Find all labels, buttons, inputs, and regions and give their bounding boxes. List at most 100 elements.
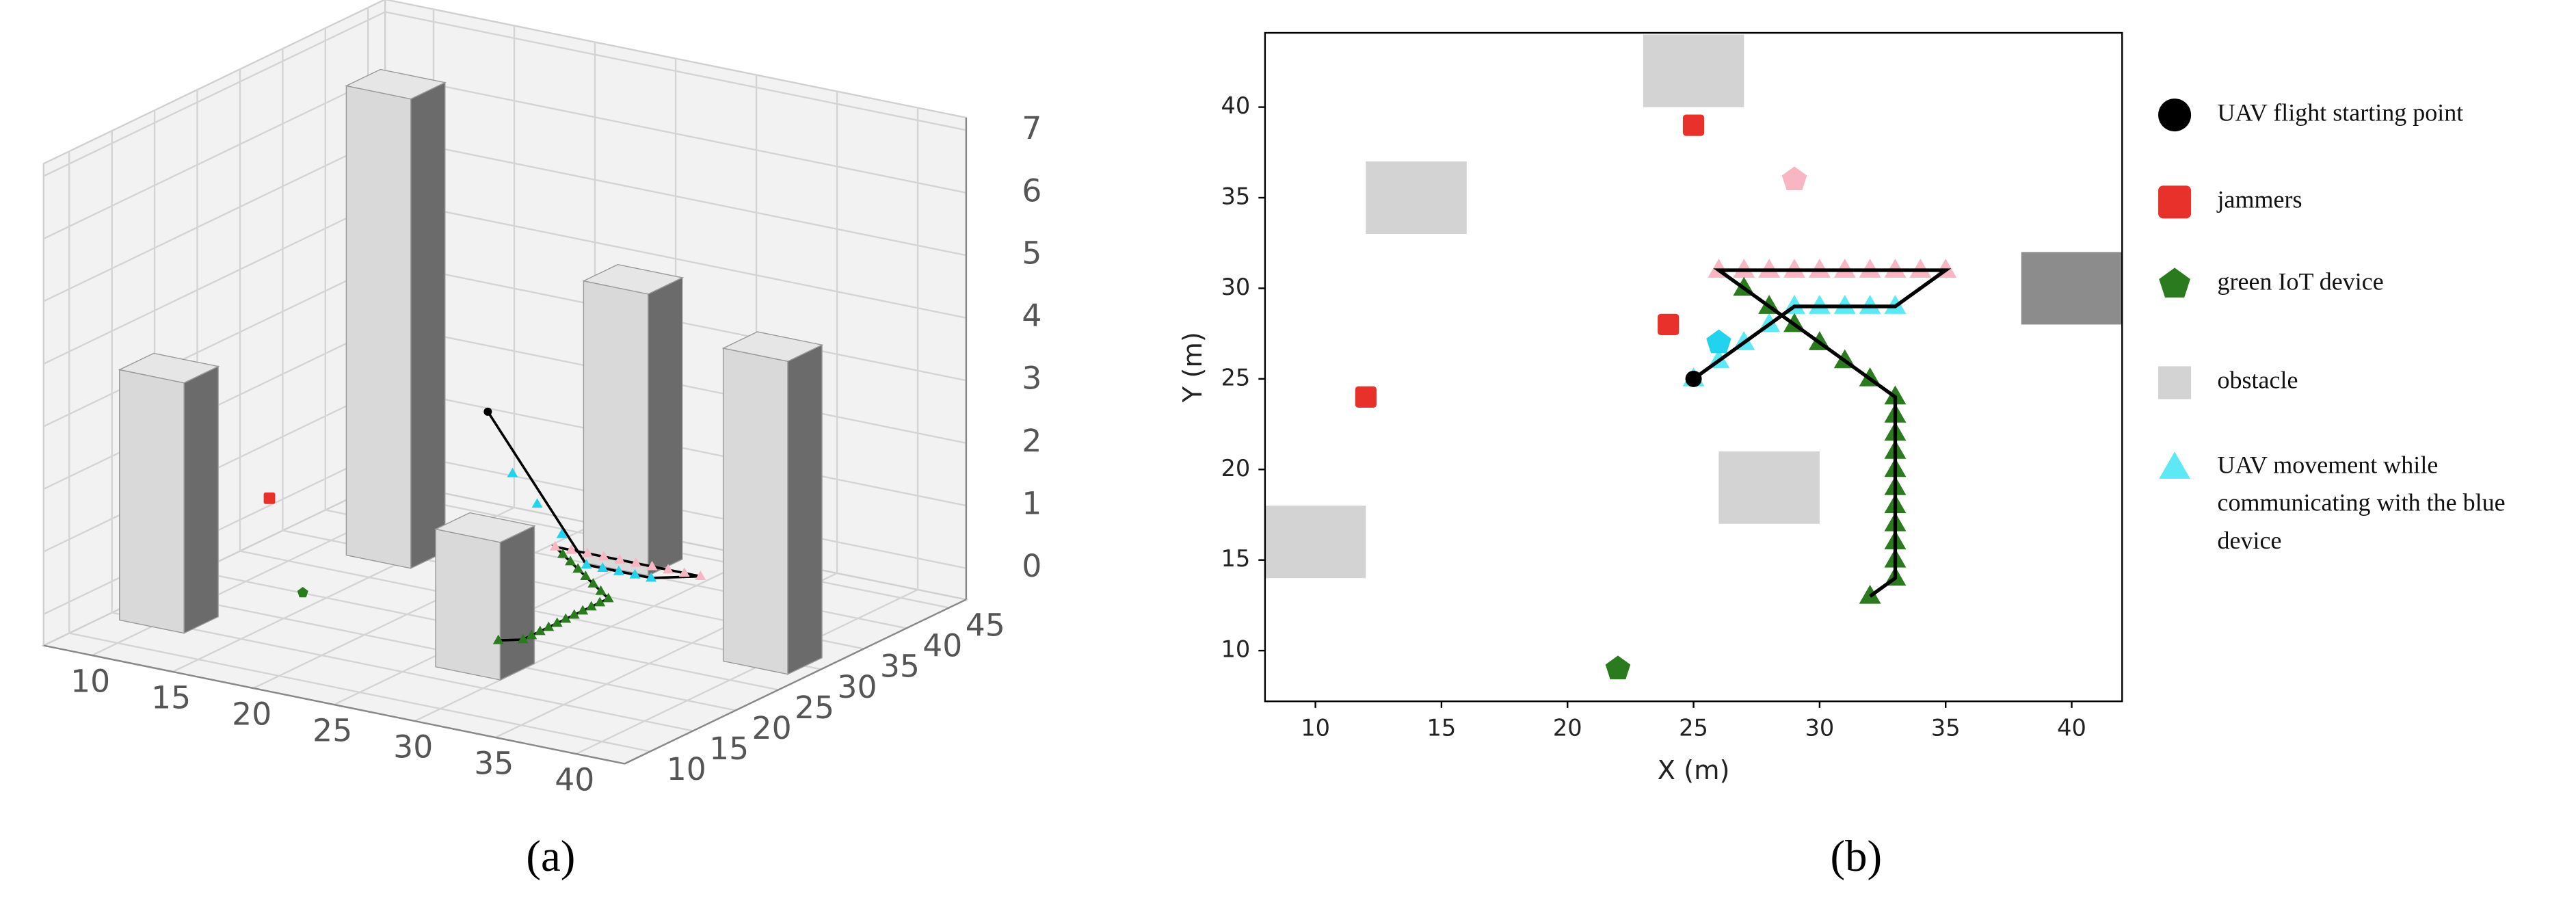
point — [483, 407, 492, 416]
y-tick-label: 25 — [795, 690, 834, 726]
building-front — [345, 85, 412, 569]
y-tick-label: 30 — [837, 669, 877, 705]
point — [1808, 295, 1831, 314]
point — [582, 547, 594, 558]
building-side — [648, 276, 683, 577]
legend-marker — [2159, 267, 2190, 298]
building-top — [582, 263, 685, 295]
point — [646, 572, 657, 582]
x-tick-label: 15 — [1427, 715, 1457, 742]
x-tick-label: 10 — [1301, 715, 1330, 742]
x-tick-label: 25 — [1679, 715, 1708, 742]
legend-label: jammers — [2216, 186, 2302, 213]
grid-line — [43, 261, 386, 428]
grid-line — [111, 612, 693, 732]
y-tick-label: 30 — [1221, 274, 1250, 300]
legend-marker — [2158, 185, 2192, 219]
legend-marker — [2159, 451, 2190, 479]
point — [587, 577, 599, 588]
point — [531, 498, 543, 508]
y-tick-label: 15 — [709, 731, 749, 767]
y-tick-label: 15 — [1221, 545, 1250, 572]
point — [297, 587, 308, 598]
x-tick-label: 25 — [313, 712, 352, 748]
point — [557, 548, 568, 558]
x-tick-label: 10 — [70, 663, 110, 699]
building-side — [499, 525, 535, 681]
obstacle — [2021, 252, 2123, 325]
x-tick-label: 30 — [1805, 715, 1834, 742]
point — [566, 544, 577, 554]
panel-label: (b) — [1830, 832, 1882, 881]
z-tick-label: 6 — [1022, 172, 1041, 209]
point — [556, 528, 568, 538]
point — [543, 621, 555, 631]
x-tick-label: 35 — [474, 745, 514, 781]
point — [572, 563, 584, 573]
x-tick-label: 40 — [2057, 715, 2086, 742]
y-tick-label: 10 — [1221, 636, 1250, 663]
grid-line — [384, 198, 967, 319]
point — [263, 492, 276, 504]
point — [598, 551, 609, 561]
building-top — [118, 352, 220, 384]
z-tick-label: 0 — [1022, 548, 1041, 584]
x-tick-label: 40 — [555, 761, 594, 798]
point — [585, 601, 597, 611]
legend-label: UAV flight starting point — [2218, 99, 2464, 126]
grid-line — [384, 73, 967, 194]
y-tick-label: 40 — [922, 628, 962, 664]
point — [517, 633, 529, 644]
z-tick-label: 3 — [1022, 360, 1041, 397]
x-tick-label: 20 — [1553, 715, 1582, 742]
z-tick-label: 1 — [1022, 486, 1041, 522]
grid-line — [384, 11, 967, 131]
y-axis-label: Y (m) — [1178, 332, 1208, 403]
point — [1833, 295, 1856, 314]
point — [597, 562, 609, 572]
point — [580, 570, 592, 580]
grid-line — [576, 588, 918, 755]
building-front — [583, 280, 649, 577]
point — [492, 634, 504, 644]
z-tick-label: 2 — [1022, 423, 1041, 459]
plot-area — [1264, 33, 2123, 702]
point — [526, 629, 537, 640]
point — [568, 609, 580, 619]
building-front — [119, 369, 185, 634]
z-tick-label: 4 — [1022, 298, 1041, 334]
point — [663, 564, 674, 574]
y-tick-label: 35 — [880, 648, 920, 685]
point — [1658, 313, 1679, 336]
x-tick-label: 20 — [232, 696, 271, 732]
obstacle — [1643, 34, 1744, 107]
flight-path — [1692, 268, 1952, 598]
point — [1884, 259, 1907, 278]
z-tick-label: 5 — [1022, 235, 1041, 272]
point — [1706, 329, 1731, 354]
grid-line — [43, 136, 386, 302]
y-tick-label: 40 — [1221, 92, 1250, 119]
point — [581, 559, 592, 569]
building-front — [435, 528, 501, 681]
point — [614, 554, 626, 564]
point — [1682, 114, 1705, 136]
grid-line — [43, 73, 386, 240]
x-axis-label: X (m) — [1658, 755, 1730, 786]
building-top — [434, 512, 536, 543]
legend-marker — [2158, 366, 2192, 399]
x-tick-label: 15 — [151, 679, 191, 716]
obstacle — [1366, 161, 1467, 234]
point — [595, 585, 607, 595]
legend-label: UAV movement while communicating with th… — [2217, 453, 2506, 555]
obstacle — [1264, 506, 1366, 579]
point — [551, 617, 563, 627]
z-tick-label: 7 — [1022, 110, 1041, 146]
point — [1808, 259, 1831, 278]
point — [678, 567, 690, 577]
grid-line — [414, 555, 757, 722]
legend-marker — [2158, 99, 2192, 132]
point — [1833, 259, 1856, 278]
